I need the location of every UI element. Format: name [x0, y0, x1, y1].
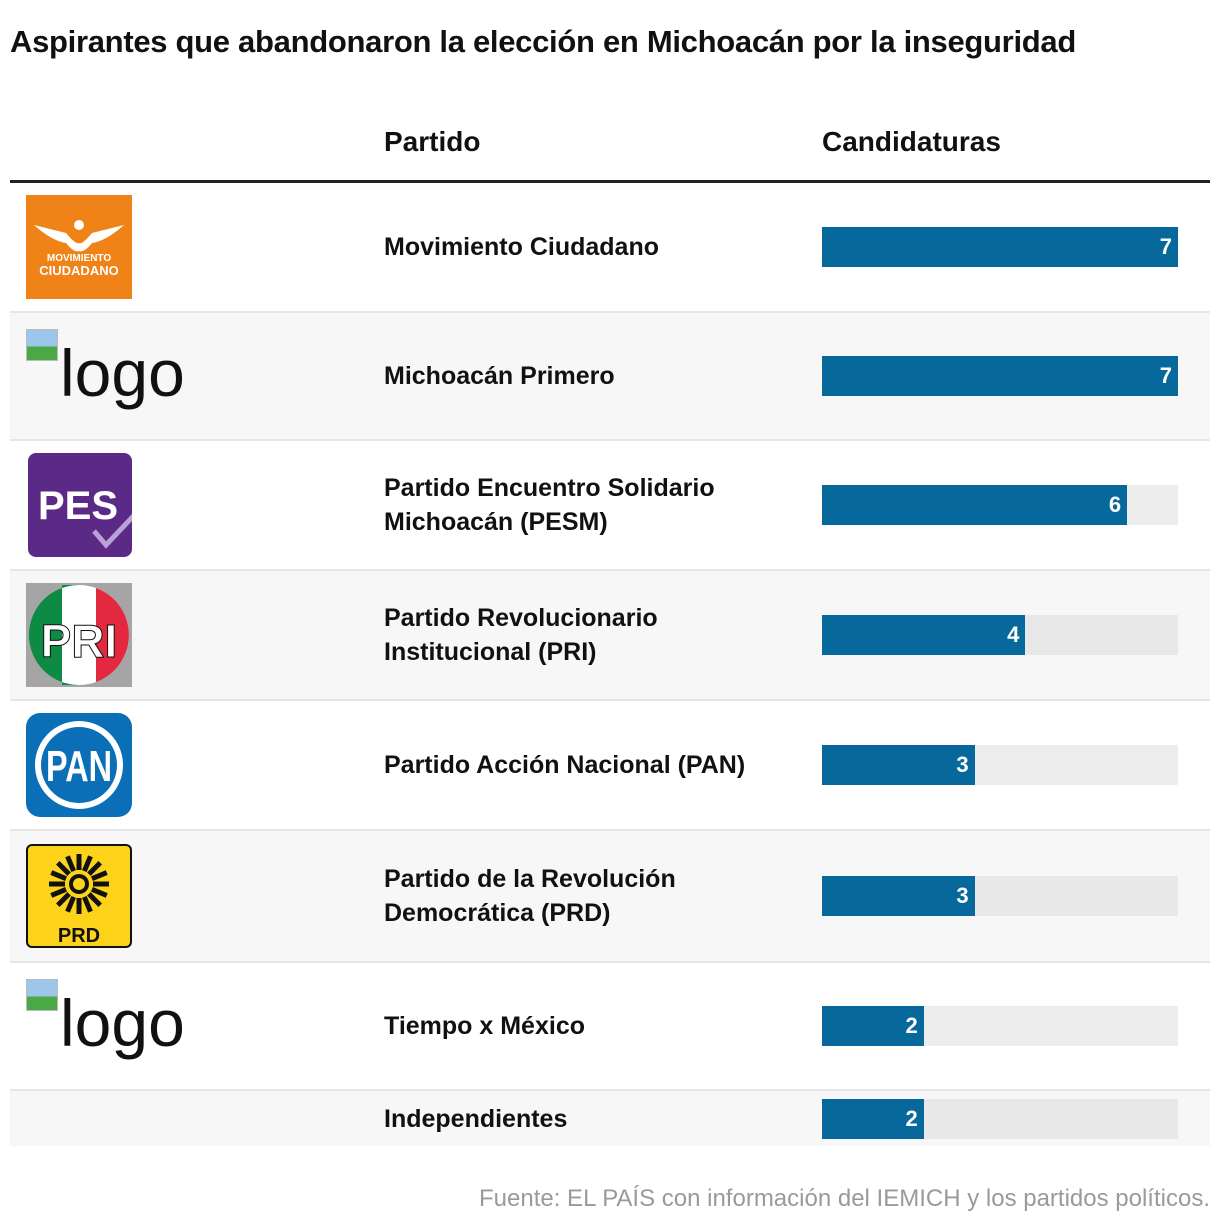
party-name: Partido Acción Nacional (PAN): [384, 751, 746, 779]
table-row: PRI Partido Revolucionario Institucional …: [10, 571, 1210, 701]
table-row: logo Tiempo x México 2: [10, 963, 1210, 1091]
party-name: Partido Encuentro Solidario Michoacán (P…: [384, 474, 715, 536]
bar: 7: [822, 227, 1178, 267]
party-logo-mc: MOVIMIENTO CIUDADANO: [26, 195, 132, 299]
chart-title: Aspirantes que abandonaron la elección e…: [10, 24, 1076, 59]
broken-image-icon: [26, 979, 58, 1011]
broken-image-icon: [26, 329, 58, 361]
header-count: Candidaturas: [822, 126, 1001, 157]
bar-track: 7: [822, 227, 1178, 267]
bar: 3: [822, 876, 975, 916]
bar: 3: [822, 745, 975, 785]
bar-value-label: 4: [1007, 622, 1020, 647]
table-body: MOVIMIENTO CIUDADANO Movimiento Ciudadano …: [10, 183, 1210, 1146]
party-logo-pan: PAN: [26, 713, 132, 817]
table-row: PES Partido Encuentro Solidario Michoacán…: [10, 441, 1210, 571]
bar-value-label: 2: [905, 1013, 918, 1038]
bar-track: 2: [822, 1098, 1178, 1139]
bar-track: 7: [822, 356, 1178, 396]
party-logo-pes: PES: [26, 453, 142, 557]
party-name: Independientes: [384, 1104, 568, 1133]
bar: 4: [822, 615, 1026, 655]
table-row: logo Michoacán Primero 7: [10, 313, 1210, 441]
bar-value-label: 3: [956, 752, 969, 777]
broken-logo-image: logo: [26, 977, 185, 1063]
svg-text:PES: PES: [38, 484, 118, 528]
svg-text:PRD: PRD: [58, 925, 100, 947]
svg-text:CIUDADANO: CIUDADANO: [39, 263, 118, 278]
party-logo-prd: PRD: [26, 844, 132, 948]
bar-value-label: 6: [1108, 492, 1122, 517]
bar-track: 2: [822, 1006, 1178, 1046]
party-name: Movimiento Ciudadano: [384, 233, 659, 261]
table-row: Independientes 2: [10, 1091, 1210, 1146]
bar-value-label: 2: [905, 1105, 918, 1131]
svg-text:PAN: PAN: [46, 742, 112, 791]
party-name: Michoacán Primero: [384, 362, 615, 390]
bar-track: 6: [822, 485, 1178, 525]
source-note: Fuente: EL PAÍS con información del IEMI…: [479, 1185, 1210, 1212]
bar: 7: [822, 356, 1178, 396]
bar-value-label: 7: [1159, 234, 1172, 259]
bar-track: 3: [822, 876, 1178, 916]
table-row: MOVIMIENTO CIUDADANO Movimiento Ciudadano …: [10, 183, 1210, 313]
table-row: PAN Partido Acción Nacional (PAN) 3: [10, 701, 1210, 831]
party-logo-pri: PRI: [26, 583, 132, 687]
party-name: Tiempo x México: [384, 1012, 585, 1040]
svg-text:PRI: PRI: [41, 615, 118, 667]
broken-logo-image: logo: [26, 327, 185, 413]
bar: 6: [822, 485, 1128, 525]
table-row: PRD Partido de la Revolución Democrática …: [10, 831, 1210, 963]
bar-value-label: 3: [956, 883, 969, 908]
bar-track: 3: [822, 745, 1178, 785]
header-party: Partido: [384, 126, 481, 157]
bar-value-label: 7: [1159, 363, 1172, 388]
header-divider: [10, 180, 1210, 183]
party-name: Partido de la Revolución Democrática (PR…: [384, 865, 676, 927]
bar: 2: [822, 1006, 924, 1046]
bar-track: 4: [822, 615, 1178, 655]
bar: 2: [822, 1098, 924, 1139]
svg-text:MOVIMIENTO: MOVIMIENTO: [47, 253, 111, 264]
party-name: Partido Revolucionario Institucional (PR…: [384, 604, 658, 666]
